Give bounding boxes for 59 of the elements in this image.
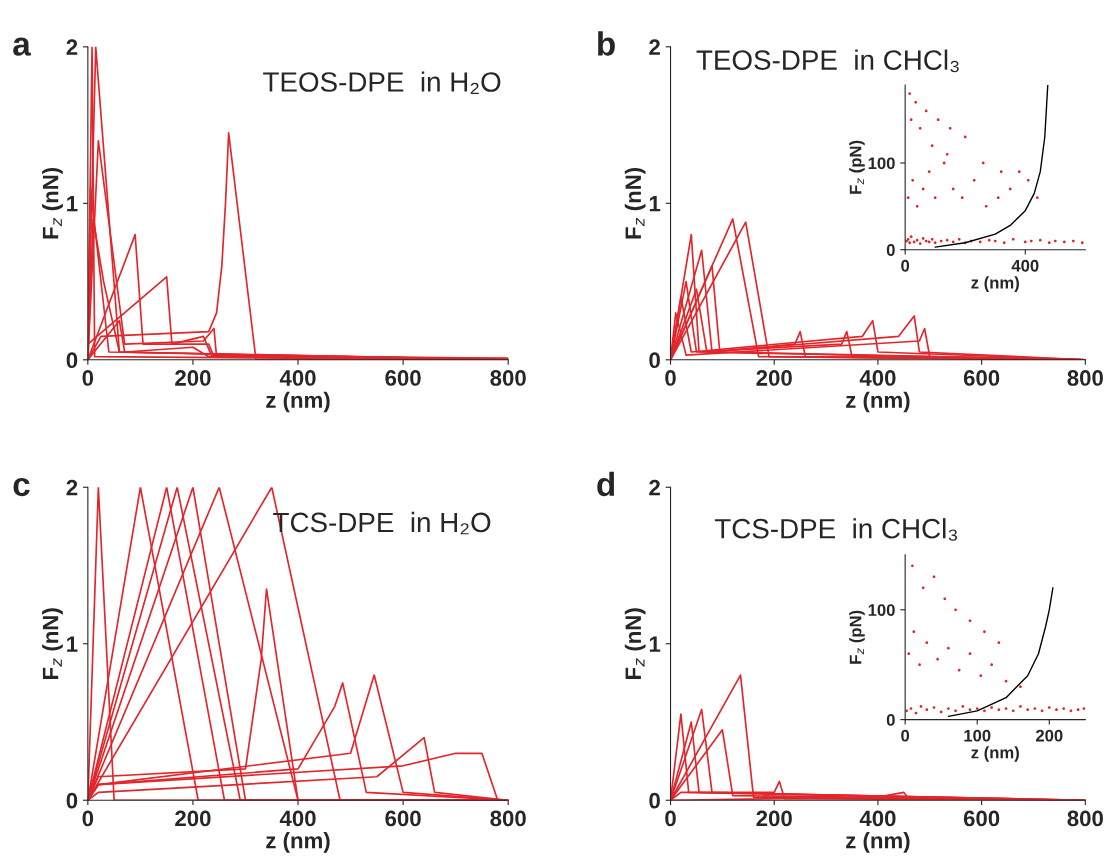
x-tick-label: 0: [901, 729, 910, 742]
x-tick-label: 0: [665, 370, 676, 386]
y-tick-label: 1: [649, 196, 661, 212]
y-tick-label: 1: [649, 636, 661, 652]
chart-title: d: [597, 471, 615, 497]
x-axis-title: z (nm): [971, 276, 1019, 292]
y-tick-label: 2: [66, 39, 78, 55]
x-tick-label: 600: [963, 370, 1000, 386]
y-axis-title: F$_{z}$ (nN): [42, 608, 63, 679]
x-axis-title: z (nm): [266, 832, 330, 853]
x-tick-label: 800: [1067, 370, 1103, 386]
y-axis-title: F$_{z}$ (pN): [849, 610, 865, 664]
y-tick-label: 0: [886, 244, 895, 256]
y-tick-label: 0: [649, 792, 660, 809]
y-tick-label: 1: [67, 196, 78, 212]
chart-subtitle: TEOS-DPE in CHCl₃: [696, 49, 959, 73]
x-tick-label: 200: [756, 370, 792, 386]
x-tick-label: 600: [963, 810, 1000, 827]
x-tick-label: 400: [859, 810, 896, 827]
y-tick-label: 0: [886, 714, 895, 726]
x-tick-label: 200: [756, 810, 792, 827]
y-tick-label: 1: [67, 636, 78, 652]
x-tick-label: 0: [665, 810, 676, 827]
y-axis-title: F$_{z}$ (nN): [624, 608, 646, 679]
y-axis-title: F$_{z}$ (pN): [849, 140, 865, 194]
x-tick-label: 400: [859, 370, 896, 386]
y-tick-label: 0: [66, 352, 78, 369]
y-tick-label: 0: [66, 792, 78, 809]
x-tick-label: 200: [175, 810, 211, 827]
text: TEOS-DPE in H₂O: [263, 71, 501, 94]
chart-title: b: [598, 31, 615, 56]
y-tick-label: 100: [868, 157, 895, 170]
y-tick-label: 2: [649, 39, 660, 55]
x-tick-label: 0: [82, 810, 94, 827]
x-tick-label: 400: [1011, 259, 1039, 272]
chart-title: a: [13, 37, 31, 56]
y-tick-label: 0: [649, 352, 660, 369]
x-tick-label: 200: [175, 370, 211, 386]
x-axis-title: z (nm): [846, 832, 910, 853]
y-axis-title: F$_{z}$ (nN): [624, 167, 646, 239]
chart-title: c: [13, 477, 30, 497]
x-tick-label: 800: [490, 370, 526, 386]
x-tick-label: 400: [279, 810, 316, 827]
text: TCS-DPE in CHCl₃: [714, 518, 958, 541]
y-tick-label: 2: [66, 479, 78, 496]
x-tick-label: 600: [385, 810, 421, 827]
x-axis-title: z (nm): [266, 391, 330, 413]
x-tick-label: 200: [1035, 729, 1063, 742]
x-axis-title: z (nm): [846, 391, 910, 413]
y-tick-label: 2: [649, 479, 660, 496]
y-axis-title: F$_{z}$ (nN): [42, 167, 63, 239]
x-tick-label: 400: [279, 370, 316, 386]
x-tick-label: 0: [82, 370, 94, 386]
x-axis-title: z (nm): [971, 746, 1019, 762]
x-tick-label: 100: [964, 729, 991, 742]
x-tick-label: 600: [385, 370, 421, 386]
y-tick-label: 100: [868, 604, 895, 616]
x-tick-label: 800: [1067, 810, 1103, 827]
x-tick-label: 800: [490, 810, 526, 827]
